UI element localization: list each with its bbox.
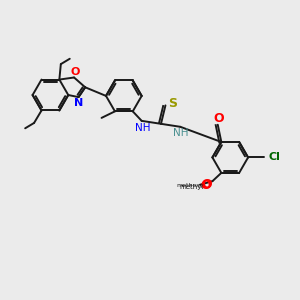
Text: NH: NH <box>173 128 189 138</box>
Text: methoxy: methoxy <box>177 184 204 188</box>
Text: O: O <box>213 112 224 125</box>
Text: methyl: methyl <box>179 184 204 190</box>
Text: O: O <box>70 67 80 77</box>
Text: O: O <box>202 178 212 191</box>
Text: O: O <box>201 179 211 192</box>
Text: NH: NH <box>134 123 150 133</box>
Text: Cl: Cl <box>268 152 280 162</box>
Text: S: S <box>168 98 177 110</box>
Text: N: N <box>74 98 84 108</box>
